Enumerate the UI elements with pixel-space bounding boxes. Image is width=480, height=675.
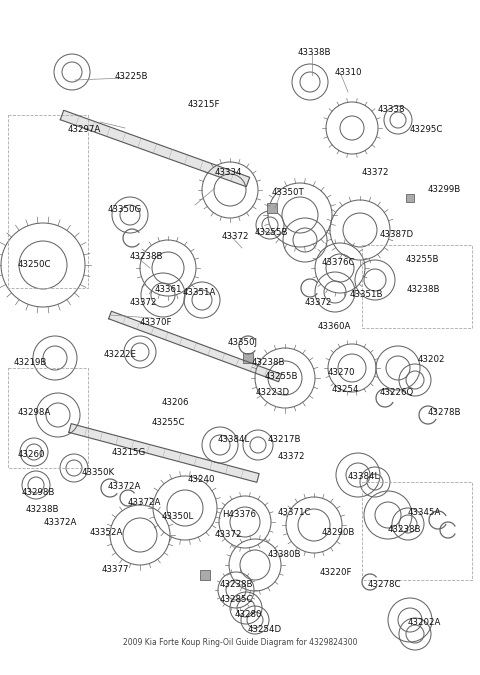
Bar bbox=[200, 570, 210, 580]
Bar bbox=[243, 353, 253, 363]
Text: 43360A: 43360A bbox=[318, 322, 351, 331]
Text: 43345A: 43345A bbox=[408, 508, 442, 517]
Text: 43278C: 43278C bbox=[368, 580, 401, 589]
Text: 43351B: 43351B bbox=[350, 290, 384, 299]
Text: 43206: 43206 bbox=[162, 398, 190, 407]
Text: 43350G: 43350G bbox=[108, 205, 142, 214]
Text: 43298A: 43298A bbox=[18, 408, 51, 417]
Text: 43217B: 43217B bbox=[268, 435, 301, 444]
Polygon shape bbox=[69, 424, 259, 483]
Text: 43222E: 43222E bbox=[104, 350, 137, 359]
Text: 43372: 43372 bbox=[278, 452, 305, 461]
Text: 43240: 43240 bbox=[188, 475, 216, 484]
Text: 43372A: 43372A bbox=[108, 482, 142, 491]
Text: 43254: 43254 bbox=[332, 385, 360, 394]
Text: 43278B: 43278B bbox=[428, 408, 461, 417]
Text: 43372A: 43372A bbox=[128, 498, 161, 507]
Text: 43351A: 43351A bbox=[183, 288, 216, 297]
Text: 43352A: 43352A bbox=[90, 528, 123, 537]
Text: 43290B: 43290B bbox=[322, 528, 355, 537]
Text: 43350L: 43350L bbox=[162, 512, 194, 521]
Text: 43372: 43372 bbox=[222, 232, 250, 241]
Text: 43238B: 43238B bbox=[252, 358, 286, 367]
Text: 43260: 43260 bbox=[18, 450, 46, 459]
Polygon shape bbox=[60, 110, 250, 187]
Text: 43255B: 43255B bbox=[255, 228, 288, 237]
Text: 43376C: 43376C bbox=[322, 258, 356, 267]
Text: 43255B: 43255B bbox=[406, 255, 440, 264]
Text: 43255B: 43255B bbox=[265, 372, 299, 381]
Text: 43372: 43372 bbox=[215, 530, 242, 539]
Text: 43310: 43310 bbox=[335, 68, 362, 77]
Text: 43350K: 43350K bbox=[82, 468, 115, 477]
Text: 43250C: 43250C bbox=[18, 260, 51, 269]
Text: 43372: 43372 bbox=[305, 298, 333, 307]
Text: 43223D: 43223D bbox=[256, 388, 290, 397]
Text: 43370F: 43370F bbox=[140, 318, 172, 327]
Text: 43215F: 43215F bbox=[188, 100, 220, 109]
Text: 43215G: 43215G bbox=[112, 448, 146, 457]
Text: H43376: H43376 bbox=[222, 510, 256, 519]
Text: 43226Q: 43226Q bbox=[380, 388, 414, 397]
Text: 43238B: 43238B bbox=[220, 580, 253, 589]
Text: 43219B: 43219B bbox=[14, 358, 48, 367]
Text: 43372A: 43372A bbox=[44, 518, 77, 527]
Text: 43384L: 43384L bbox=[218, 435, 250, 444]
Text: 43202: 43202 bbox=[418, 355, 445, 364]
Text: 43225B: 43225B bbox=[115, 72, 148, 81]
Text: 43371C: 43371C bbox=[278, 508, 312, 517]
Text: 43238B: 43238B bbox=[407, 285, 441, 294]
Text: 43280: 43280 bbox=[235, 610, 263, 619]
Text: 43238B: 43238B bbox=[26, 505, 60, 514]
Text: 43285C: 43285C bbox=[220, 595, 253, 604]
Text: 43372: 43372 bbox=[362, 168, 389, 177]
Text: 43238B: 43238B bbox=[130, 252, 164, 261]
Text: 43350J: 43350J bbox=[228, 338, 258, 347]
Text: 43384L: 43384L bbox=[348, 472, 380, 481]
Text: 43238B: 43238B bbox=[388, 525, 421, 534]
Text: 43338: 43338 bbox=[378, 105, 406, 114]
Text: 43350T: 43350T bbox=[272, 188, 305, 197]
Text: 43299B: 43299B bbox=[428, 185, 461, 194]
Text: 43338B: 43338B bbox=[298, 48, 332, 57]
Text: 43295C: 43295C bbox=[410, 125, 444, 134]
Text: 43254D: 43254D bbox=[248, 625, 282, 634]
Text: 43372: 43372 bbox=[130, 298, 157, 307]
Text: 43387D: 43387D bbox=[380, 230, 414, 239]
Bar bbox=[406, 194, 414, 202]
Text: 43255C: 43255C bbox=[152, 418, 185, 427]
Text: 43297A: 43297A bbox=[68, 125, 101, 134]
Text: 43334: 43334 bbox=[215, 168, 242, 177]
Text: 43377: 43377 bbox=[102, 565, 130, 574]
Text: 43361: 43361 bbox=[155, 285, 182, 294]
Text: 43298B: 43298B bbox=[22, 488, 55, 497]
Text: 43220F: 43220F bbox=[320, 568, 352, 577]
Bar bbox=[267, 203, 277, 213]
Text: 2009 Kia Forte Koup Ring-Oil Guide Diagram for 4329824300: 2009 Kia Forte Koup Ring-Oil Guide Diagr… bbox=[123, 638, 357, 647]
Text: 43270: 43270 bbox=[328, 368, 356, 377]
Text: 43202A: 43202A bbox=[408, 618, 442, 627]
Text: 43380B: 43380B bbox=[268, 550, 301, 559]
Polygon shape bbox=[108, 311, 281, 382]
